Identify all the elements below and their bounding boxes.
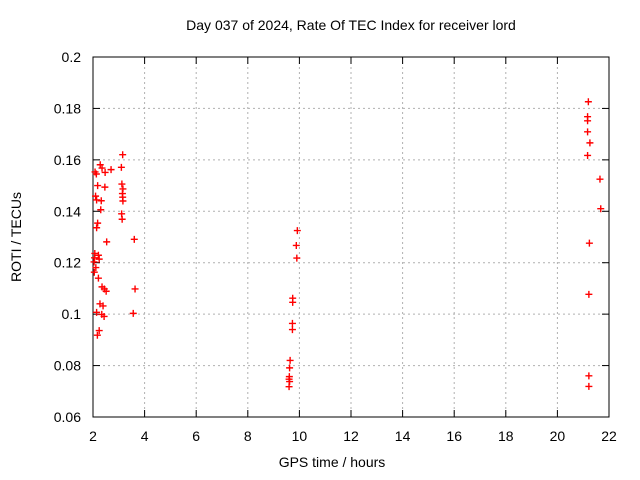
data-point-marker — [94, 182, 102, 190]
y-tick-label: 0.1 — [62, 306, 82, 322]
data-point-marker — [597, 205, 605, 213]
data-point-marker — [101, 168, 109, 176]
data-point-marker — [117, 163, 125, 171]
x-tick-label: 8 — [244, 428, 252, 444]
data-point-marker — [286, 364, 294, 372]
data-point-marker — [584, 98, 592, 106]
data-point-marker — [292, 241, 300, 249]
data-point-marker — [95, 327, 103, 335]
data-point-marker — [93, 308, 101, 316]
x-tick-label: 16 — [446, 428, 462, 444]
data-point-marker — [94, 219, 102, 227]
data-point-marker — [584, 128, 592, 136]
x-tick-label: 2 — [89, 428, 97, 444]
data-point-marker — [92, 192, 100, 200]
data-point-marker — [119, 197, 127, 205]
data-point-marker — [131, 285, 139, 293]
data-point-marker — [107, 166, 115, 174]
y-tick-label: 0.08 — [54, 358, 81, 374]
data-point-marker — [584, 117, 592, 125]
data-point-marker — [288, 319, 296, 327]
data-point-marker — [129, 309, 137, 317]
data-point-marker — [586, 139, 594, 147]
data-point-marker — [285, 383, 293, 391]
data-point-marker — [93, 224, 101, 232]
y-tick-label: 0.2 — [62, 49, 82, 65]
y-tick-label: 0.18 — [54, 100, 81, 116]
x-tick-label: 18 — [498, 428, 514, 444]
data-point-marker — [585, 290, 593, 298]
data-point-marker — [118, 180, 126, 188]
x-tick-label: 6 — [192, 428, 200, 444]
data-point-marker — [97, 206, 105, 214]
data-point-marker — [94, 274, 102, 282]
data-point-marker — [92, 170, 100, 178]
y-tick-label: 0.06 — [54, 409, 81, 425]
data-point-marker — [92, 264, 100, 272]
data-point-marker — [93, 331, 101, 339]
data-point-marker — [103, 238, 111, 246]
y-tick-label: 0.16 — [54, 152, 81, 168]
data-point-marker — [596, 175, 604, 183]
data-point-marker — [585, 382, 593, 390]
data-point-marker — [101, 183, 109, 191]
data-point-marker — [293, 227, 301, 235]
data-point-marker — [286, 356, 294, 364]
data-point-marker — [98, 164, 106, 172]
x-tick-label: 12 — [343, 428, 359, 444]
data-point-marker — [584, 151, 592, 159]
x-tick-label: 22 — [601, 428, 617, 444]
x-tick-label: 10 — [292, 428, 308, 444]
x-axis-label: GPS time / hours — [278, 454, 386, 470]
data-point-marker — [585, 372, 593, 380]
data-point-marker — [97, 197, 105, 205]
data-point-marker — [102, 287, 110, 295]
data-point-marker — [585, 239, 593, 247]
data-point-marker — [95, 255, 103, 263]
data-point-marker — [100, 312, 108, 320]
y-tick-label: 0.12 — [54, 255, 81, 271]
data-point-marker — [93, 196, 101, 204]
data-point-marker — [99, 302, 107, 310]
x-tick-label: 20 — [550, 428, 566, 444]
data-point-marker — [90, 258, 98, 266]
x-tick-label: 14 — [395, 428, 411, 444]
data-point-marker — [288, 326, 296, 334]
data-point-marker — [293, 254, 301, 262]
data-point-marker — [289, 298, 297, 306]
data-point-marker — [94, 251, 102, 259]
chart-title: Day 037 of 2024, Rate Of TEC Index for r… — [186, 17, 516, 33]
data-point-marker — [119, 151, 127, 159]
data-point-marker — [118, 215, 126, 223]
x-tick-label: 4 — [141, 428, 149, 444]
y-tick-label: 0.14 — [54, 203, 81, 219]
data-point-marker — [90, 268, 98, 276]
data-point-marker — [130, 235, 138, 243]
